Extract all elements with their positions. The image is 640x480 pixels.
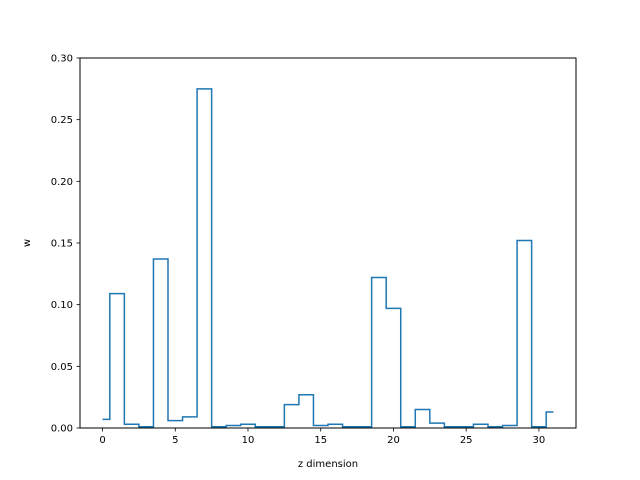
x-tick-label: 15 — [314, 435, 327, 446]
series-layer — [102, 88, 554, 428]
x-tick-label: 20 — [387, 435, 400, 446]
x-axis-label: z dimension — [298, 459, 358, 470]
y-tick-label: 0.00 — [51, 424, 73, 435]
y-axis: 0.00 0.05 0.10 0.15 0.20 0.25 0.30 — [51, 54, 80, 435]
series-line — [102, 88, 554, 428]
x-tick-label: 10 — [242, 435, 255, 446]
y-tick-label: 0.30 — [51, 54, 73, 65]
y-tick-label: 0.25 — [51, 115, 73, 126]
y-tick-label: 0.20 — [51, 177, 73, 188]
x-tick-label: 0 — [99, 435, 105, 446]
y-tick-label: 0.15 — [51, 239, 73, 250]
x-axis: 0 5 10 15 20 25 30 — [99, 428, 545, 446]
plot-background — [80, 58, 576, 428]
x-tick-label: 25 — [460, 435, 473, 446]
y-tick-label: 0.05 — [51, 362, 73, 373]
x-tick-label: 30 — [533, 435, 546, 446]
x-tick-label: 5 — [172, 435, 178, 446]
y-axis-label: w — [22, 239, 33, 247]
y-tick-label: 0.10 — [51, 300, 73, 311]
